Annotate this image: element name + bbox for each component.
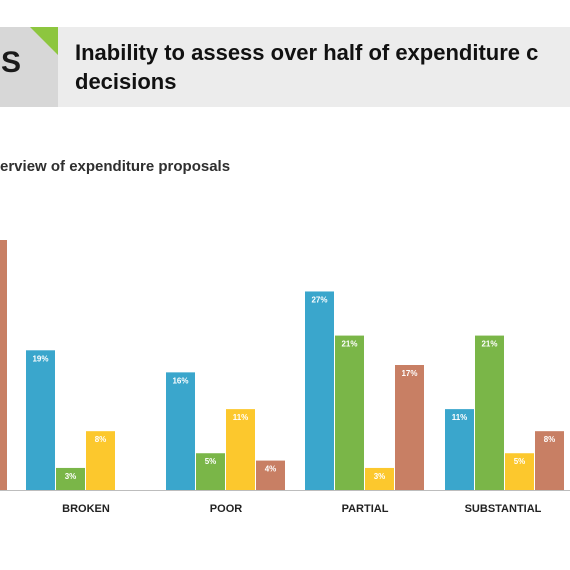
data-label-partial-s4: 17% [401, 369, 417, 378]
page-title-line-2: decisions [75, 69, 177, 94]
bar-partial-s2 [335, 335, 364, 490]
data-label-partial-s1: 27% [311, 295, 327, 304]
bar-poor-s1 [166, 372, 195, 490]
bar-broken-s1 [26, 350, 55, 490]
chart-subtitle: erview of expenditure proposals [0, 158, 231, 175]
data-label-substantial-s4: 8% [544, 435, 556, 444]
data-label-broken-s3: 8% [95, 435, 107, 444]
bar-substantial-s2 [475, 335, 504, 490]
data-label-broken-s1: 19% [32, 354, 48, 363]
x-tick-label-partial: PARTIAL [342, 503, 389, 515]
bar-poor-s4 [256, 460, 285, 490]
data-label-partial-s3: 3% [374, 472, 386, 481]
section-tile: S [0, 27, 58, 107]
tile-corner-accent [30, 27, 58, 55]
data-label-partial-s2: 21% [341, 340, 357, 349]
bar-broken-s2 [56, 467, 85, 490]
x-tick-label-poor: POOR [210, 503, 242, 515]
data-label-broken-s2: 3% [65, 472, 77, 481]
tile-letter: S [1, 46, 22, 79]
bar-partial-s3 [365, 467, 394, 490]
data-label-poor-s4: 4% [265, 465, 277, 474]
data-label-substantial-s2: 21% [481, 340, 497, 349]
data-label-substantial-s3: 5% [514, 457, 526, 466]
page-title: Inability to assess over half of expendi… [75, 38, 570, 96]
data-label-poor-s1: 16% [172, 376, 188, 385]
bar-cropped-left [0, 240, 7, 490]
bar-substantial-s4 [535, 431, 564, 490]
data-label-substantial-s1: 11% [452, 413, 468, 422]
x-tick-label-broken: BROKEN [62, 503, 110, 515]
data-label-poor-s3: 11% [233, 413, 249, 422]
bar-partial-s4 [395, 365, 424, 490]
bar-poor-s3 [226, 409, 255, 490]
bar-substantial-s3 [505, 453, 534, 490]
bar-partial-s1 [305, 291, 334, 490]
bar-broken-s3 [86, 431, 115, 490]
bar-poor-s2 [196, 453, 225, 490]
page-title-line-1: Inability to assess over half of expendi… [75, 40, 539, 65]
x-tick-label-substantial: SUBSTANTIAL [465, 503, 542, 515]
data-label-poor-s2: 5% [205, 457, 217, 466]
header-band [0, 27, 570, 107]
bar-substantial-s1 [445, 409, 474, 490]
